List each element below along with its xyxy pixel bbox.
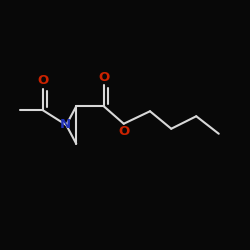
Text: O: O	[37, 74, 48, 88]
Text: O: O	[98, 71, 110, 84]
Text: O: O	[118, 125, 130, 138]
Text: N: N	[60, 118, 70, 132]
